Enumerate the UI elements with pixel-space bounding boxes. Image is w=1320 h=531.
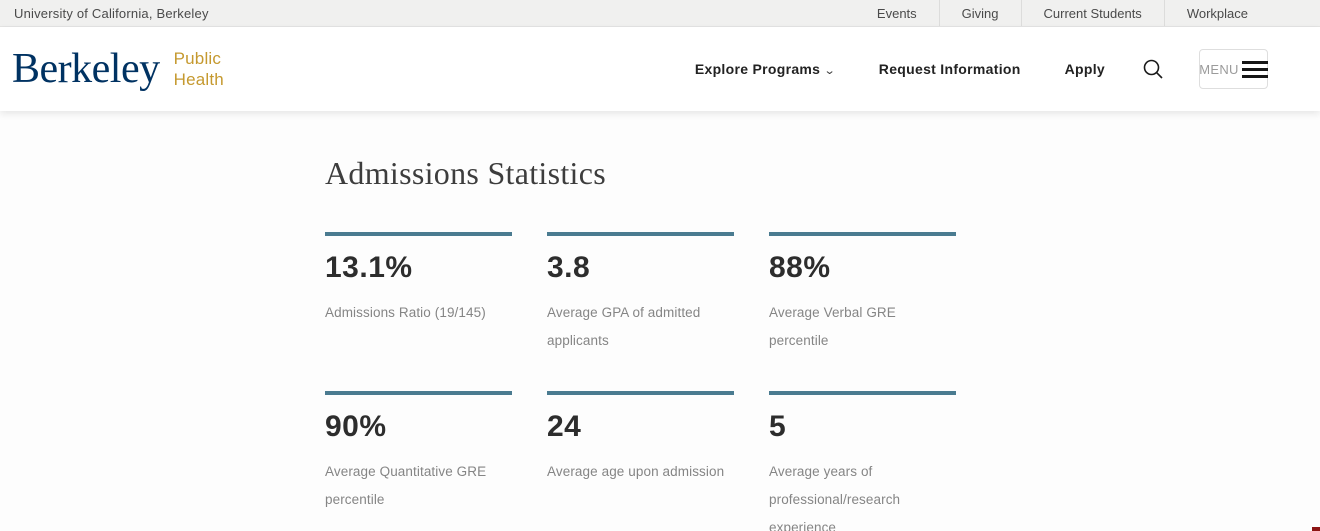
- stat-label: Admissions Ratio (19/145): [325, 305, 486, 320]
- university-name: University of California, Berkeley: [14, 5, 209, 21]
- utility-links: Events Giving Current Students Workplace: [855, 0, 1270, 26]
- stat-value: 88%: [769, 251, 831, 284]
- main-nav: Explore Programs ⌄ Request Information Ap…: [651, 49, 1268, 89]
- nav-apply[interactable]: Apply: [1064, 61, 1105, 77]
- menu-button[interactable]: MENU: [1199, 49, 1268, 89]
- utility-link-events[interactable]: Events: [876, 5, 917, 21]
- stat-value: 5: [769, 410, 787, 443]
- utility-link-workplace[interactable]: Workplace: [1163, 0, 1270, 26]
- search-button[interactable]: [1141, 57, 1165, 81]
- search-icon: [1143, 59, 1163, 79]
- menu-button-label: MENU: [1199, 61, 1239, 77]
- berkeley-public-health-logo[interactable]: Berkeley Public Health: [12, 47, 224, 90]
- public-health-label: Public Health: [173, 49, 224, 89]
- stat-card-experience-years: 5 Average years of professional/research…: [769, 391, 956, 531]
- stat-value: 3.8: [547, 251, 591, 284]
- nav-request-information[interactable]: Request Information: [878, 61, 1021, 77]
- hamburger-icon: [1241, 59, 1268, 80]
- stat-label: Average GPA of admitted applicants: [547, 305, 701, 348]
- site-header: Berkeley Public Health Explore Programs ⌄ …: [0, 27, 1320, 111]
- chevron-down-icon: ⌄: [823, 65, 837, 77]
- nav-explore-programs[interactable]: Explore Programs ⌄: [694, 61, 837, 77]
- stat-label: Average Verbal GRE percentile: [769, 305, 896, 348]
- berkeley-wordmark: Berkeley: [12, 46, 160, 92]
- stat-label: Average years of professional/research e…: [769, 464, 901, 531]
- stat-card-admissions-ratio: 13.1% Admissions Ratio (19/145): [325, 232, 512, 355]
- nav-explore-programs-label: Explore Programs: [694, 61, 821, 77]
- stat-label: Average age upon admission: [547, 464, 725, 479]
- stat-value: 90%: [325, 410, 387, 443]
- stat-value: 24: [547, 410, 582, 443]
- stat-card-average-age: 24 Average age upon admission: [547, 391, 734, 531]
- page-title: Admissions Statistics: [325, 155, 607, 191]
- stat-card-quantitative-gre: 90% Average Quantitative GRE percentile: [325, 391, 512, 531]
- utility-link-giving[interactable]: Giving: [938, 0, 1021, 26]
- stat-card-average-gpa: 3.8 Average GPA of admitted applicants: [547, 232, 734, 355]
- utility-link-current-students[interactable]: Current Students: [1020, 0, 1164, 26]
- stat-value: 13.1%: [325, 251, 413, 284]
- stat-card-verbal-gre: 88% Average Verbal GRE percentile: [769, 232, 956, 355]
- admissions-statistics-section: Admissions Statistics 13.1% Admissions R…: [0, 111, 1320, 531]
- stat-label: Average Quantitative GRE percentile: [325, 464, 487, 507]
- below-fold-red-fragment: [1312, 527, 1320, 531]
- stats-grid: 13.1% Admissions Ratio (19/145) 3.8 Aver…: [325, 232, 965, 531]
- utility-bar: University of California, Berkeley Event…: [0, 0, 1320, 27]
